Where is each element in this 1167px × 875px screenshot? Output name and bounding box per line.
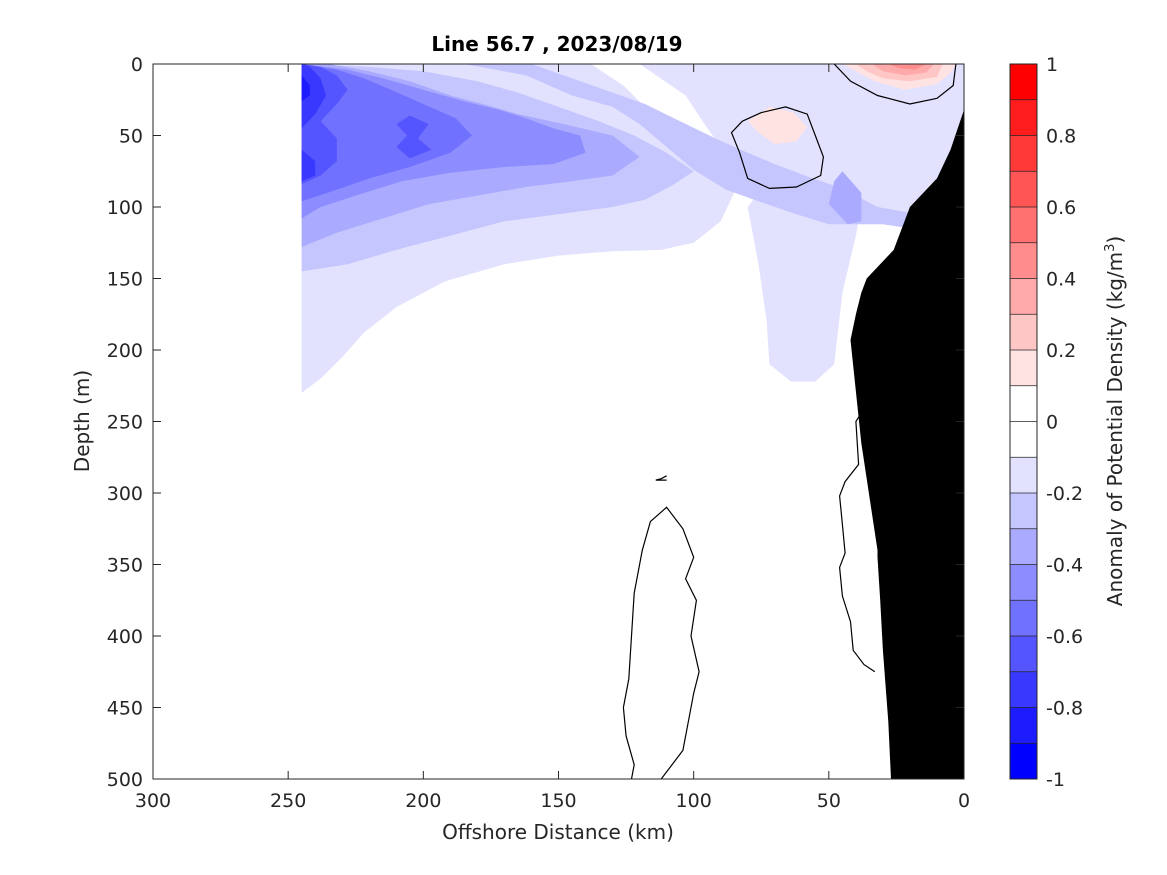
colorbar-swatch: [1010, 493, 1037, 530]
colorbar-swatch: [1010, 564, 1037, 601]
x-tick-label: 0: [958, 790, 970, 812]
y-tick-label: 250: [107, 412, 143, 434]
contour-fill-15: [747, 106, 808, 145]
seafloor-polygon: [850, 109, 964, 779]
colorbar-tick-label: -0.8: [1046, 698, 1083, 720]
colorbar-swatch: [1010, 314, 1037, 351]
y-tick-label: 350: [107, 555, 143, 577]
colorbar-swatch: [1010, 135, 1037, 172]
x-tick-label: 200: [405, 790, 441, 812]
colorbar-swatch: [1010, 528, 1037, 565]
zero-contour-0: [833, 64, 957, 105]
colorbar-swatch: [1010, 350, 1037, 387]
x-axis-label: Offshore Distance (km): [442, 820, 674, 844]
x-axis-ticks: 300 250 200 150 100 50 0: [135, 64, 970, 812]
y-tick-label: 50: [119, 126, 143, 148]
zero-contour-2: [655, 475, 667, 481]
colorbar-tick-label: -0.4: [1046, 555, 1083, 577]
colorbar-tick-label: -0.2: [1046, 483, 1083, 505]
colorbar-swatch: [1010, 64, 1037, 101]
colorbar-tick-label: 0.6: [1046, 197, 1076, 219]
x-tick-label: 150: [540, 790, 576, 812]
colorbar-label: Anomaly of Potential Density (kg/m3): [1103, 236, 1127, 606]
colorbar-swatch: [1010, 171, 1037, 208]
x-tick-label: 50: [817, 790, 841, 812]
y-axis-label: Depth (m): [70, 370, 94, 472]
colorbar-swatch: [1010, 421, 1037, 458]
colorbar-swatch: [1010, 636, 1037, 673]
contour-fill-13: [301, 75, 310, 102]
colorbar-swatch: [1010, 600, 1037, 637]
contour-fill-18: [888, 64, 927, 70]
zero-contour-4: [838, 396, 889, 673]
colorbar-tick-label: 0: [1046, 412, 1058, 434]
y-tick-label: 300: [107, 483, 143, 505]
y-tick-label: 150: [107, 269, 143, 291]
chart-title: Line 56.7 , 2023/08/19: [431, 32, 682, 56]
y-axis-ticks: 0 50 100 150 200 250 300 350 400 450 500: [107, 54, 964, 791]
colorbar-tick-label: -0.6: [1046, 626, 1083, 648]
y-tick-label: 0: [131, 54, 143, 76]
y-tick-label: 400: [107, 626, 143, 648]
colorbar-swatch: [1010, 743, 1037, 780]
colorbar-frame: [1009, 63, 1038, 780]
contour-fill-6: [828, 171, 862, 225]
contour-fill-11: [301, 64, 326, 129]
y-tick-label: 100: [107, 197, 143, 219]
y-tick-label: 200: [107, 340, 143, 362]
colorbar-tick-label: 1: [1046, 54, 1058, 76]
contour-fill-3: [301, 64, 910, 229]
y-tick-label: 450: [107, 698, 143, 720]
zero-contour-3: [622, 506, 700, 779]
colorbar-swatch: [1010, 671, 1037, 708]
contour-fill-10: [396, 115, 432, 159]
filled-contours: [301, 64, 964, 393]
colorbar-tick-label: 0.8: [1046, 126, 1076, 148]
x-tick-label: 100: [676, 790, 712, 812]
zero-contour-1: [730, 106, 825, 190]
y-tick-label: 500: [107, 769, 143, 791]
x-tick-label: 300: [135, 790, 171, 812]
contour-fill-2: [785, 64, 816, 82]
colorbar-swatch: [1010, 707, 1037, 744]
colorbar-swatch: [1010, 385, 1037, 422]
zero-contour-lines: [622, 64, 957, 779]
colorbar-swatch: [1010, 242, 1037, 279]
x-tick-label: 250: [270, 790, 306, 812]
seafloor-bathymetry: [850, 109, 964, 779]
contour-fill-8: [301, 64, 472, 202]
colorbar-tick-label: -1: [1046, 769, 1065, 791]
colorbar-swatch: [1010, 207, 1037, 244]
colorbar-swatch: [1010, 278, 1037, 315]
contour-fill-12: [301, 149, 316, 182]
colorbar-swatch: [1010, 99, 1037, 136]
colorbar-tick-label: 0.4: [1046, 269, 1076, 291]
colorbar: 1 0.8 0.6 0.4 0.2 0 -0.2 -0.4 -0.6 -0.8 -1: [1009, 54, 1083, 791]
colorbar-tick-label: 0.2: [1046, 340, 1076, 362]
colorbar-swatch: [1010, 457, 1037, 494]
